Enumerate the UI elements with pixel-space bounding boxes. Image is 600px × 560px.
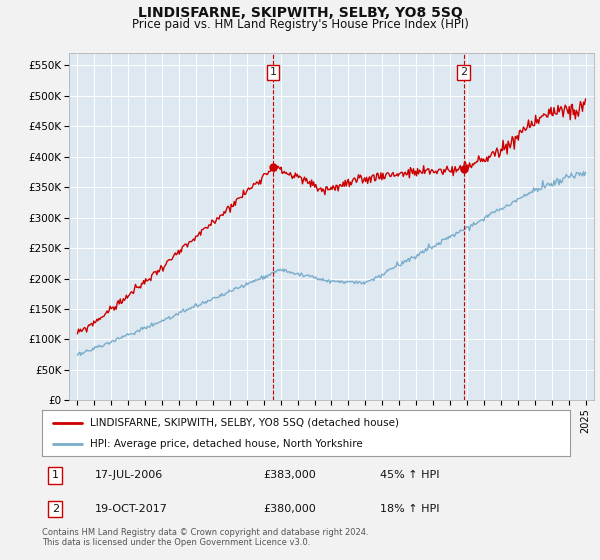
Text: Price paid vs. HM Land Registry's House Price Index (HPI): Price paid vs. HM Land Registry's House … [131, 18, 469, 31]
Text: LINDISFARNE, SKIPWITH, SELBY, YO8 5SQ (detached house): LINDISFARNE, SKIPWITH, SELBY, YO8 5SQ (d… [89, 418, 398, 428]
Text: 18% ↑ HPI: 18% ↑ HPI [380, 504, 439, 514]
Text: 2: 2 [52, 504, 59, 514]
Text: 1: 1 [52, 470, 59, 480]
Text: 1: 1 [269, 67, 277, 77]
Text: £380,000: £380,000 [264, 504, 317, 514]
Text: Contains HM Land Registry data © Crown copyright and database right 2024.
This d: Contains HM Land Registry data © Crown c… [42, 528, 368, 548]
Text: 2: 2 [460, 67, 467, 77]
Text: 45% ↑ HPI: 45% ↑ HPI [380, 470, 439, 480]
Text: £383,000: £383,000 [264, 470, 317, 480]
Text: 19-OCT-2017: 19-OCT-2017 [95, 504, 167, 514]
Text: 17-JUL-2006: 17-JUL-2006 [95, 470, 163, 480]
Text: HPI: Average price, detached house, North Yorkshire: HPI: Average price, detached house, Nort… [89, 439, 362, 449]
Text: LINDISFARNE, SKIPWITH, SELBY, YO8 5SQ: LINDISFARNE, SKIPWITH, SELBY, YO8 5SQ [137, 6, 463, 20]
